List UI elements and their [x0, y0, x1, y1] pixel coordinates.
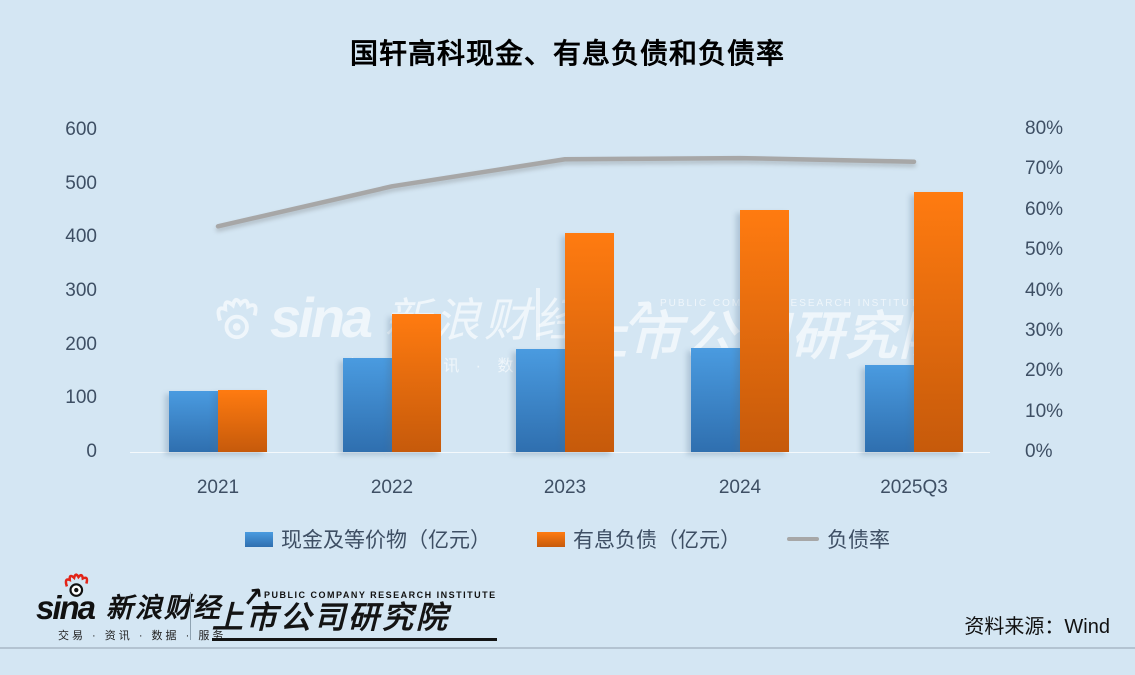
debt-ratio-line [215, 155, 917, 229]
pcri-logo-en: ↗ PUBLIC COMPANY RESEARCH INSTITUTE [240, 580, 497, 614]
cash-bar-2022 [343, 357, 392, 452]
debt-bar-2024 [740, 209, 789, 452]
left-axis-tick: 400 [65, 226, 97, 248]
debt-swatch-icon [537, 531, 565, 547]
left-axis-tick: 0 [86, 441, 97, 462]
right-axis-tick: 70% [1025, 158, 1064, 180]
right-axis-tick: 20% [1025, 360, 1064, 382]
left-axis-tick: 100 [65, 387, 97, 409]
right-axis-tick: 50% [1025, 239, 1064, 261]
line-swatch-icon [787, 537, 819, 541]
pcri-watermark-en: PUBLIC COMPANY RESEARCH INSTITUTE [660, 298, 928, 309]
legend-item: 负债率 [787, 524, 890, 554]
legend-label: 现金及等价物（亿元） [281, 529, 491, 552]
footer-rule [0, 647, 1135, 649]
cash-bar-2024 [691, 348, 740, 452]
cash-bar-2023 [516, 349, 565, 452]
legend-item: 现金及等价物（亿元） [245, 524, 491, 554]
right-axis-tick: 10% [1025, 400, 1064, 422]
sina-eye-icon [64, 573, 89, 597]
pcri-logo: ↗ PUBLIC COMPANY RESEARCH INSTITUTE 上市公司… [212, 580, 497, 641]
x-axis-label: 2024 [718, 477, 762, 498]
footer: sina 新浪财经 交易 · 资讯 · 数据 · 服务 ↗ PUBLIC COM… [0, 573, 1135, 675]
legend-label: 负债率 [827, 529, 890, 552]
pcri-logo-cn: 上市公司研究院 [212, 600, 497, 641]
left-axis-tick: 300 [65, 280, 97, 301]
arrow-icon: ↗ [240, 580, 267, 614]
x-axis-label: 2022 [370, 477, 414, 498]
x-axis-label: 2025Q3 [880, 477, 948, 498]
legend-label: 有息负债（亿元） [573, 529, 741, 552]
left-axis-tick: 200 [65, 333, 97, 355]
sina-finance-logo: sina 新浪财经 交易 · 资讯 · 数据 · 服务 [36, 573, 227, 643]
debt-bar-2022 [392, 313, 441, 452]
debt-bar-2023 [565, 232, 614, 452]
left-axis-tick: 500 [65, 172, 97, 194]
data-source: 资料来源：Wind [964, 616, 1110, 638]
debt-bar-2021 [218, 390, 267, 452]
legend-item: 有息负债（亿元） [537, 524, 741, 554]
x-axis-line [130, 452, 990, 453]
cash-swatch-icon [245, 531, 273, 547]
right-axis-tick: 40% [1025, 279, 1064, 301]
left-axis-tick: 600 [65, 119, 97, 140]
legend: 现金及等价物（亿元） 有息负债（亿元） 负债率 [0, 524, 1135, 554]
right-axis-tick: 30% [1025, 319, 1064, 341]
x-axis-label: 2021 [196, 477, 240, 498]
sina-logo-word: sina [36, 573, 96, 624]
right-axis-tick: 80% [1025, 118, 1064, 139]
right-axis-tick: 60% [1025, 198, 1064, 220]
debt-bar-2025Q3 [914, 191, 963, 452]
cash-bar-2025Q3 [865, 364, 914, 452]
arrow-icon: ↗ [621, 291, 659, 339]
cash-bar-2021 [169, 391, 218, 452]
sina-eye-icon [216, 297, 258, 340]
sina-logo-cn: 新浪财经 [106, 593, 223, 624]
sina-tagline: 交易 · 资讯 · 数据 · 服务 [58, 630, 227, 643]
x-axis-label: 2023 [543, 477, 587, 498]
right-axis-tick: 0% [1025, 441, 1053, 462]
footer-divider [190, 592, 191, 640]
chart-title: 国轩高科现金、有息负债和负债率 [349, 38, 785, 69]
sina-watermark-word: sina [270, 286, 373, 350]
watermark-divider [536, 288, 540, 340]
